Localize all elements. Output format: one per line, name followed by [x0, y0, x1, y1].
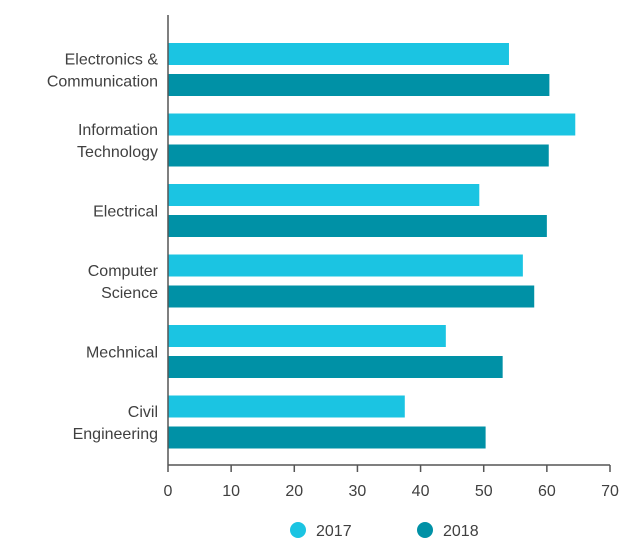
bar-2018-3	[168, 285, 535, 308]
legend-marker-2018	[417, 522, 433, 538]
bar-2017-3	[168, 254, 523, 277]
category-label-2: Electrical	[93, 204, 158, 221]
x-tick-label: 10	[222, 483, 240, 500]
bar-2017-4	[168, 325, 446, 347]
category-label-1: Information	[78, 122, 158, 139]
category-label-1: Technology	[77, 144, 158, 161]
bar-2018-4	[168, 356, 503, 378]
x-tick-label: 30	[349, 483, 367, 500]
bar-2017-5	[168, 395, 405, 418]
category-labels: Electronics & Communication Information Tec…	[47, 52, 159, 444]
legend-marker-2017	[290, 522, 306, 538]
legend-label-2018: 2018	[443, 523, 479, 539]
bar-2017-0	[168, 43, 509, 65]
bar-2017-1	[168, 113, 576, 136]
bar-2018-5	[168, 426, 486, 449]
category-label-5: Engineering	[73, 426, 158, 443]
axes-group	[167, 15, 610, 466]
legend: 2017 2018	[290, 522, 479, 540]
bars-group	[168, 43, 576, 449]
x-tick-label: 50	[475, 483, 493, 500]
bar-2018-2	[168, 215, 547, 237]
category-label-3: Computer	[88, 263, 159, 280]
x-tick-labels: 0 10 20 30 40 50 60 70	[164, 465, 619, 500]
x-tick-label: 60	[538, 483, 556, 500]
x-tick-label: 40	[412, 483, 430, 500]
category-label-5: Civil	[128, 404, 158, 421]
category-label-3: Science	[101, 285, 158, 302]
bar-2018-0	[168, 74, 550, 96]
category-label-0: Communication	[47, 74, 158, 91]
category-label-0: Electronics &	[65, 52, 159, 69]
x-tick-label: 0	[164, 483, 173, 500]
category-label-4: Mechnical	[86, 345, 158, 362]
bar-2017-2	[168, 184, 480, 206]
legend-label-2017: 2017	[316, 523, 352, 539]
x-tick-label: 70	[601, 483, 619, 500]
bar-2018-1	[168, 144, 549, 167]
x-tick-label: 20	[285, 483, 303, 500]
